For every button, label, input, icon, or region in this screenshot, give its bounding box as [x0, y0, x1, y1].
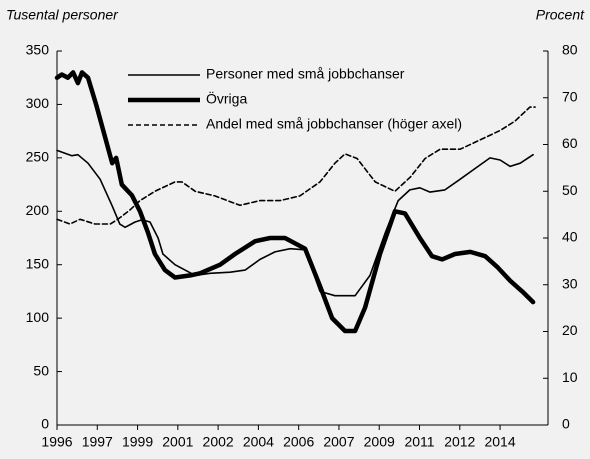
y-tick-label: 300 [26, 95, 50, 111]
x-tick-label: 1996 [41, 434, 72, 450]
x-tick-label: 1999 [122, 434, 153, 450]
y2-tick-label: 80 [562, 42, 578, 58]
x-tick-label: 2012 [444, 434, 475, 450]
series-line [56, 149, 534, 297]
x-tick-label: 2009 [364, 434, 395, 450]
x-tick-label: 2004 [243, 434, 274, 450]
series-line [54, 70, 536, 334]
legend-label: Andel med små jobbchanser (höger axel) [206, 116, 462, 132]
x-tick-label: 2006 [283, 434, 314, 450]
x-tick-label: 2011 [404, 434, 434, 450]
y2-tick-label: 20 [562, 322, 578, 338]
y2-tick-label: 50 [562, 182, 578, 198]
x-tick-label: 2001 [162, 434, 193, 450]
x-tick-label: 2014 [484, 434, 515, 450]
y2-tick-label: 40 [562, 229, 578, 245]
y-tick-label: 200 [26, 202, 50, 218]
y-tick-label: 50 [33, 362, 49, 378]
legend-label: Personer med små jobbchanser [206, 66, 405, 82]
x-tick-label: 2007 [323, 434, 354, 450]
legend-label: Övriga [206, 90, 247, 107]
y2-tick-label: 60 [562, 135, 578, 151]
y-axis-label: Tusental personer [6, 7, 119, 23]
series-line [56, 106, 536, 225]
y2-tick-label: 30 [562, 275, 578, 291]
y-tick-label: 250 [26, 149, 50, 165]
y-tick-label: 350 [26, 42, 50, 58]
y2-axis-label: Procent [536, 7, 585, 23]
y-tick-label: 150 [26, 255, 50, 271]
x-tick-label: 2002 [203, 434, 234, 450]
x-tick-label: 1997 [82, 434, 113, 450]
y-tick-label: 100 [26, 309, 50, 325]
y2-tick-label: 10 [562, 369, 578, 385]
y-tick-label: 0 [41, 416, 49, 432]
y2-tick-label: 0 [562, 416, 570, 432]
y2-tick-label: 70 [562, 88, 578, 104]
